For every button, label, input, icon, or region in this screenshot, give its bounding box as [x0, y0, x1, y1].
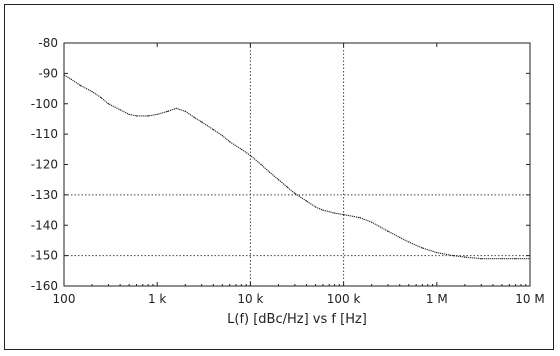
x-tick-labels: 100 1 k 10 k 100 k 1 M 10 M	[53, 292, 545, 306]
data-point	[229, 141, 231, 143]
data-point	[175, 107, 177, 109]
y-tick-label: -110	[31, 127, 58, 141]
data-point	[268, 171, 271, 173]
data-point	[294, 192, 296, 194]
y-tick-label: -140	[31, 218, 58, 232]
data-point	[193, 116, 195, 119]
series-line	[63, 74, 530, 260]
data-point	[501, 258, 503, 260]
x-tick-label: 10 k	[237, 292, 263, 306]
data-point	[343, 214, 345, 216]
data-point	[480, 258, 482, 260]
data-point	[305, 200, 308, 202]
y-tick-label: -130	[31, 188, 58, 202]
data-point	[100, 97, 102, 99]
data-point	[184, 110, 186, 112]
data-point	[63, 74, 65, 76]
data-point	[119, 109, 121, 111]
x-tick-label: 10 M	[515, 292, 544, 306]
data-point	[277, 179, 280, 181]
data-point	[79, 84, 82, 87]
axis-ticks	[63, 42, 531, 287]
data-point	[514, 258, 517, 260]
data-point	[436, 251, 438, 254]
data-point	[359, 217, 361, 219]
series-layer	[63, 74, 531, 260]
data-point	[421, 247, 423, 249]
data-point	[70, 78, 72, 81]
y-tick-labels: -80 -90 -100 -110 -120 -130 -140 -150 -160	[31, 36, 58, 293]
data-point	[128, 113, 130, 115]
data-point	[201, 121, 203, 123]
data-point	[371, 221, 373, 223]
gridlines	[64, 43, 530, 286]
data-point	[452, 255, 454, 257]
y-tick-label: -100	[31, 97, 58, 111]
data-point	[249, 154, 251, 156]
data-point	[221, 135, 223, 137]
data-point	[240, 148, 242, 150]
data-point	[147, 115, 149, 117]
y-tick-label: -90	[38, 66, 58, 80]
x-tick-label: 100 k	[327, 292, 361, 306]
y-tick-label: -80	[38, 36, 58, 50]
data-point	[135, 115, 138, 117]
data-point	[91, 91, 93, 93]
data-point	[333, 212, 336, 214]
x-tick-label: 100	[53, 292, 76, 306]
data-point	[212, 128, 214, 131]
data-point	[314, 206, 317, 208]
y-tick-label: -160	[31, 279, 58, 293]
data-point	[107, 103, 110, 105]
data-point	[408, 241, 410, 243]
data-point	[286, 186, 289, 188]
data-point	[322, 209, 324, 211]
data-point	[399, 236, 401, 238]
data-point	[156, 113, 158, 115]
x-tick-label: 1 M	[426, 292, 448, 306]
x-axis-title: L(f) [dBc/Hz] vs f [Hz]	[227, 312, 367, 327]
data-point	[464, 256, 466, 258]
data-point	[387, 230, 389, 232]
y-tick-label: -120	[31, 158, 58, 172]
data-point	[260, 163, 262, 166]
x-tick-label: 1 k	[148, 292, 166, 306]
plot-area	[63, 42, 531, 287]
data-point	[529, 258, 531, 260]
data-point	[167, 110, 169, 112]
y-tick-label: -150	[31, 249, 58, 263]
chart-frame	[4, 4, 554, 350]
